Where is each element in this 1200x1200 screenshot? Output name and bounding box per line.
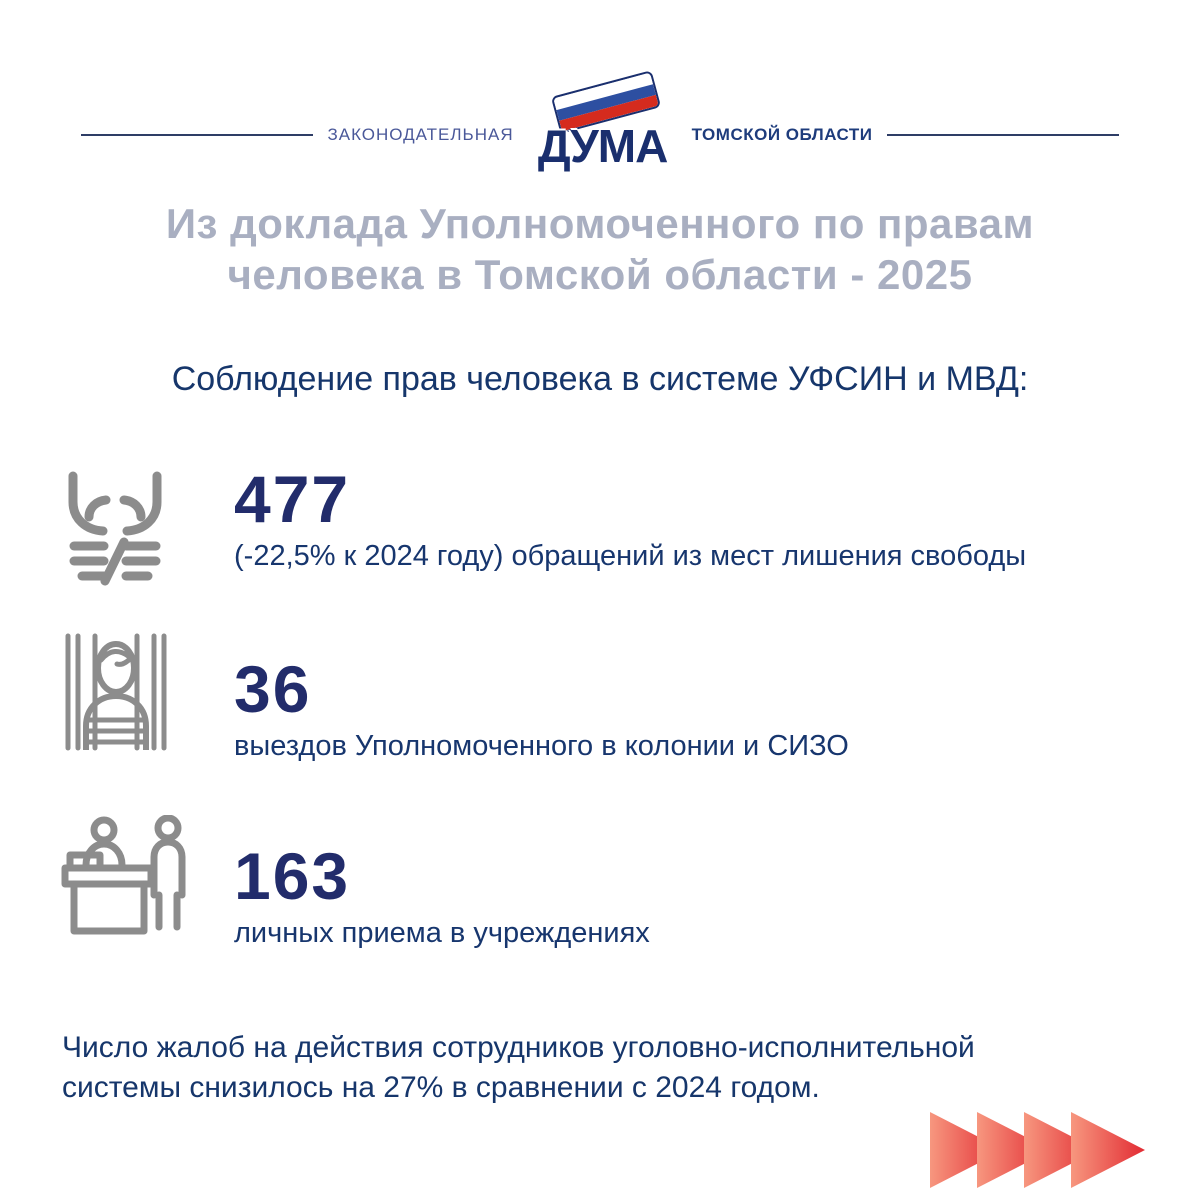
freed-hands-broken-shackles-icon (60, 462, 194, 591)
stat-value-visits: 36 (234, 652, 312, 726)
stat-row-receptions: 163 личных приема в учреждениях (60, 814, 650, 953)
header: ЗАКОНОДАТЕЛЬНАЯ ДУМА ТОМСКОЙ ОБЛАСТИ (0, 70, 1200, 190)
stat-value-receptions: 163 (234, 839, 351, 913)
org-name-right: ТОМСКОЙ ОБЛАСТИ (691, 125, 873, 144)
duma-logo: ДУМА (528, 70, 678, 185)
page-title: Из доклада Уполномоченного по правам чел… (0, 198, 1200, 300)
stat-description-receptions: личных приема в учреждениях (234, 917, 650, 949)
header-right-divider (886, 134, 1119, 136)
page-title-line2: человека в Томской области - 2025 (227, 251, 973, 299)
duma-logo-text: ДУМА (537, 120, 669, 172)
stat-row-visits: 36 выездов Уполномоченного в колонии и С… (60, 630, 849, 766)
stat-value-appeals: 477 (234, 462, 351, 536)
stat-description-appeals: (-22,5% к 2024 году) обращений из мест л… (234, 540, 1027, 572)
section-subtitle: Соблюдение прав человека в системе УФСИН… (171, 360, 1029, 398)
org-name-left: ЗАКОНОДАТЕЛЬНАЯ (327, 125, 514, 144)
red-arrows-icon (930, 1110, 1146, 1190)
stat-description-visits: выездов Уполномоченного в колонии и СИЗО (234, 730, 849, 762)
footer-note: Число жалоб на действия сотрудников угол… (62, 1031, 975, 1104)
page-title-line1: Из доклада Уполномоченного по правам (165, 200, 1035, 247)
reception-desk-icon (60, 814, 194, 944)
header-left-divider (81, 134, 314, 136)
prisoner-behind-bars-icon (60, 630, 194, 759)
stat-row-appeals: 477 (-22,5% к 2024 году) обращений из ме… (60, 462, 1026, 591)
